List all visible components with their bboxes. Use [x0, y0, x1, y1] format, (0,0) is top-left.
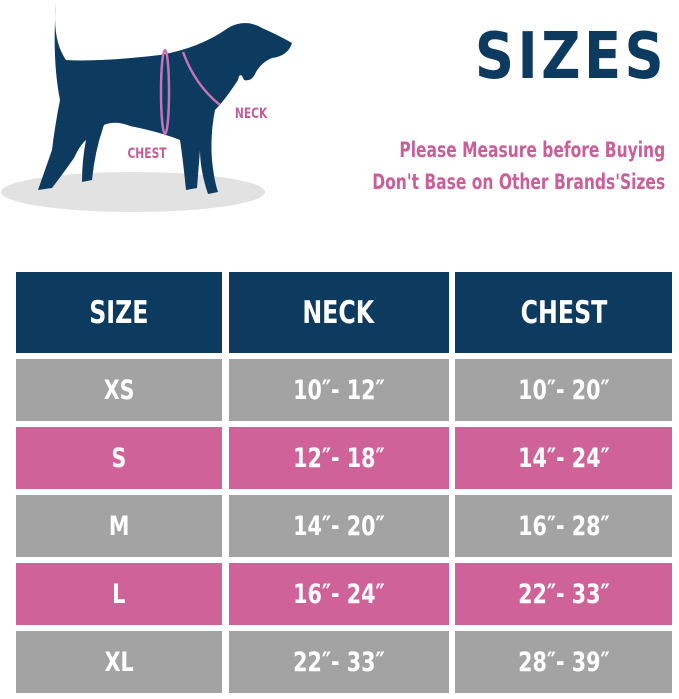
table-row: M 14″- 20″ 16″- 28″: [16, 495, 672, 557]
header-neck: NECK: [228, 272, 449, 353]
size-cell: M: [16, 495, 222, 557]
chest-measure-loop: [159, 48, 171, 136]
size-cell: L: [16, 563, 222, 625]
neck-label: NECK: [234, 106, 268, 122]
table-row: S 12″- 18″ 14″- 24″: [16, 427, 672, 489]
brand-note: Don't Base on Other Brands'Sizes: [372, 170, 665, 194]
chest-cell: 14″- 24″: [455, 427, 672, 489]
table-row: XS 10″- 12″ 10″- 20″: [16, 359, 672, 421]
size-cell: XS: [16, 359, 222, 421]
chest-cell: 22″- 33″: [455, 563, 672, 625]
page-title: SIZES: [474, 20, 667, 94]
size-table: SIZE NECK CHEST XS 10″- 12″ 10″- 20″ S 1…: [16, 272, 672, 699]
neck-cell: 22″- 33″: [228, 631, 449, 693]
size-cell: XL: [16, 631, 222, 693]
neck-cell: 16″- 24″: [228, 563, 449, 625]
chest-label: CHEST: [127, 146, 167, 162]
neck-cell: 14″- 20″: [228, 495, 449, 557]
neck-measure-loop: [181, 51, 221, 106]
measure-note: Please Measure before Buying: [399, 138, 665, 162]
table-header-row: SIZE NECK CHEST: [16, 272, 672, 353]
header-chest: CHEST: [455, 272, 672, 353]
neck-cell: 12″- 18″: [228, 427, 449, 489]
chest-cell: 10″- 20″: [455, 359, 672, 421]
dog-silhouette: [38, 3, 292, 194]
table-row: XL 22″- 33″ 28″- 39″: [16, 631, 672, 693]
table-row: L 16″- 24″ 22″- 33″: [16, 563, 672, 625]
neck-cell: 10″- 12″: [228, 359, 449, 421]
chest-cell: 16″- 28″: [455, 495, 672, 557]
dog-shadow: [1, 172, 265, 212]
size-cell: S: [16, 427, 222, 489]
header-size: SIZE: [16, 272, 222, 353]
chest-cell: 28″- 39″: [455, 631, 672, 693]
dog-illustration: [1, 3, 292, 212]
